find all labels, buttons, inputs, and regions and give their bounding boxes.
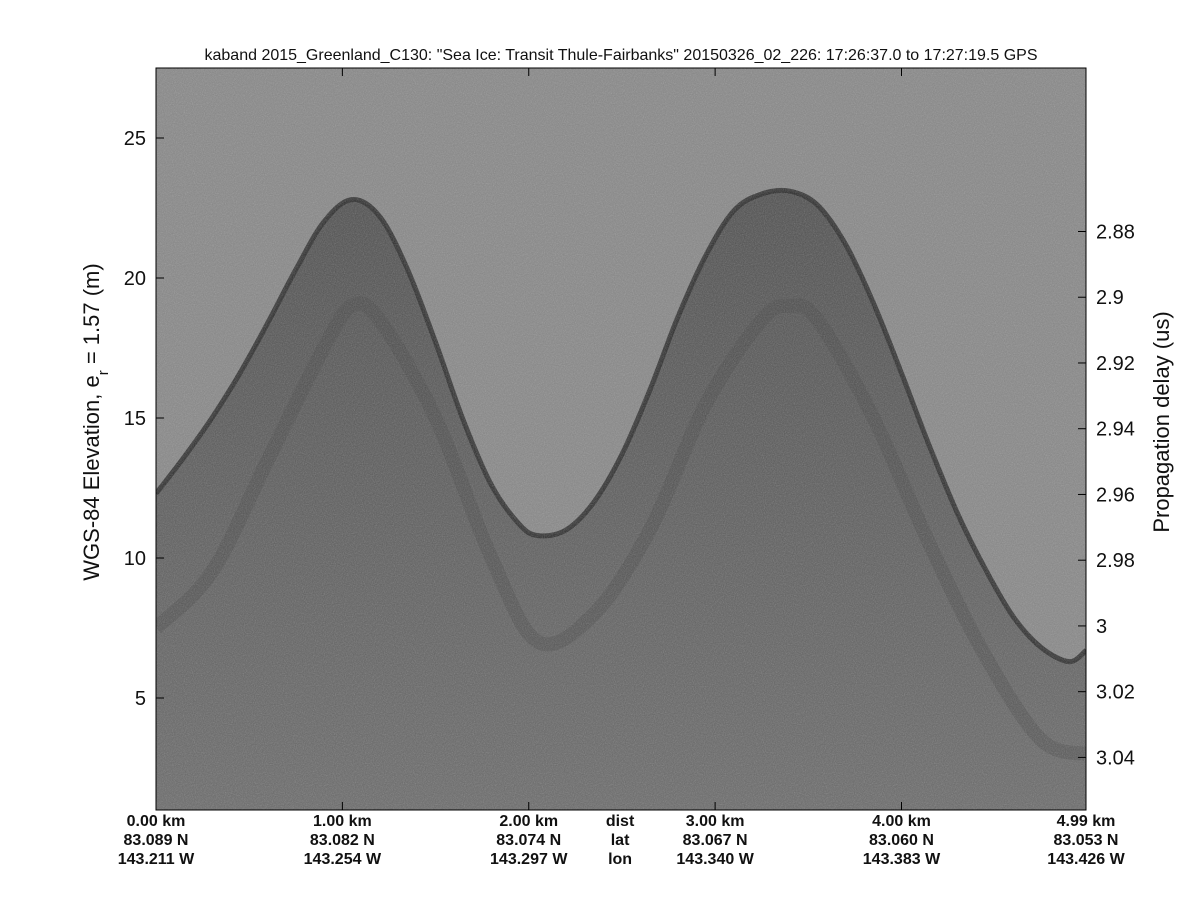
right-tick-label: 3.04 <box>1096 747 1135 769</box>
bottom-lat-label: 83.053 N <box>1053 832 1119 849</box>
bottom-row-names: dist lat lon <box>550 812 690 869</box>
bottom-lat-label: 83.067 N <box>682 832 748 849</box>
plot-frame <box>155 67 1087 811</box>
right-tick-label: 2.88 <box>1096 221 1135 243</box>
bottom-lat-label: 83.060 N <box>869 832 934 849</box>
bottom-lon-label: 143.383 W <box>862 851 941 868</box>
left-tick-label: 15 <box>124 408 146 430</box>
bottom-dist-label: 2.00 km <box>499 813 559 830</box>
bottom-column-label: 0.00 km 83.089 N 143.211 W <box>86 812 226 869</box>
bottom-lat-label: 83.074 N <box>496 832 562 849</box>
bottom-column-label: 4.99 km 83.053 N 143.426 W <box>1016 812 1156 869</box>
right-tick-label: 2.98 <box>1096 550 1135 572</box>
speckle-noise-overlay <box>156 68 1086 810</box>
right-axis: 2.88 2.9 2.92 2.94 2.96 2.98 3 3.02 3.04 <box>1078 221 1135 769</box>
y-axis-label: WGS-84 Elevation, er = 1.57 (m) <box>79 263 112 580</box>
right-tick-label: 2.94 <box>1096 419 1135 441</box>
left-axis: 5 10 15 20 25 <box>124 128 164 710</box>
bottom-lat-label: 83.089 N <box>123 832 189 849</box>
right-tick-label: 2.92 <box>1096 353 1135 375</box>
plot-area <box>156 68 1086 810</box>
y-axis-label-subscript: r <box>95 370 112 375</box>
bottom-dist-label: 0.00 km <box>126 813 186 830</box>
bottom-lon-label: 143.297 W <box>490 851 568 868</box>
bottom-lon-label: 143.211 W <box>117 851 195 868</box>
bottom-lon-label: 143.254 W <box>303 851 382 868</box>
right-tick-label: 2.9 <box>1096 287 1124 309</box>
left-tick-label: 10 <box>124 548 146 570</box>
bottom-dist-label: 3.00 km <box>685 813 745 830</box>
y2-axis-label: Propagation delay (us) <box>1149 311 1174 532</box>
y-axis-label-tail: = 1.57 (m) <box>79 263 104 370</box>
bottom-dist-label: dist <box>605 813 635 830</box>
bottom-dist-label: 4.00 km <box>872 813 931 830</box>
bottom-lon-label: 143.426 W <box>1047 851 1125 868</box>
bottom-lon-label: 143.340 W <box>676 851 754 868</box>
right-tick-label: 3 <box>1096 616 1107 638</box>
left-tick-label: 20 <box>124 268 146 290</box>
y-axis-label-main: WGS-84 Elevation, e <box>79 375 104 580</box>
bottom-lon-label: lon <box>608 851 633 868</box>
bottom-dist-label: 4.99 km <box>1056 813 1116 830</box>
bottom-axis-ticks <box>155 68 1087 810</box>
bottom-column-label: 4.00 km 83.060 N 143.383 W <box>831 812 971 869</box>
bottom-lat-label: lat <box>610 832 630 849</box>
right-tick-label: 2.96 <box>1096 484 1135 506</box>
bottom-lat-label: 83.082 N <box>309 832 375 849</box>
bottom-column-label: 1.00 km 83.082 N 143.254 W <box>272 812 412 869</box>
chart-title: kaband 2015_Greenland_C130: "Sea Ice: Tr… <box>205 47 1038 64</box>
left-tick-label: 5 <box>135 688 146 710</box>
bottom-dist-label: 1.00 km <box>313 813 372 830</box>
bottom-column-label: 3.00 km 83.067 N 143.340 W <box>645 812 785 869</box>
bottom-column-label: 2.00 km 83.074 N 143.297 W <box>459 812 599 869</box>
right-tick-label: 3.02 <box>1096 682 1135 704</box>
left-tick-label: 25 <box>124 128 146 150</box>
